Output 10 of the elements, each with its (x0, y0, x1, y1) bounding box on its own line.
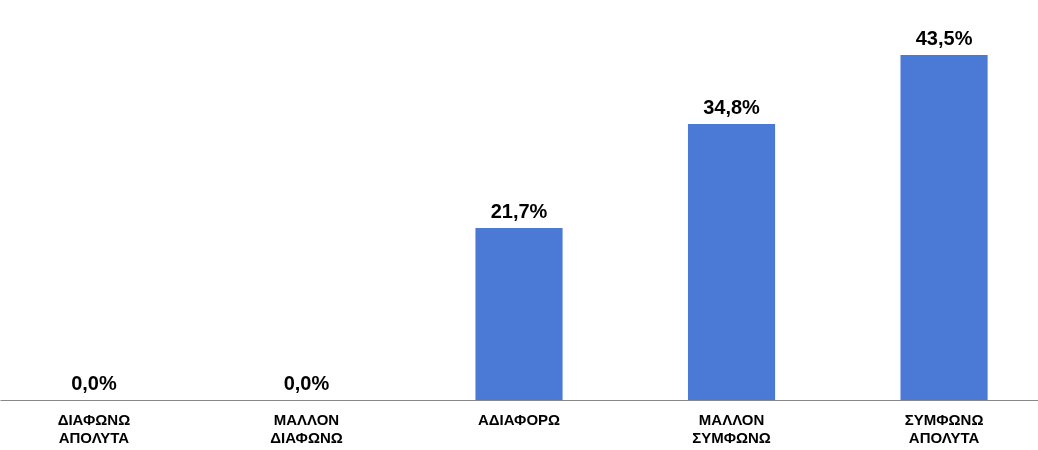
x-tick-label: ΜΑΛΛΟΝ ΔΙΑΦΩΝΩ (270, 410, 343, 446)
x-tick-label: ΣΥΜΦΩΝΩ ΑΠΟΛΥΤΑ (904, 410, 984, 446)
data-label: 0,0% (71, 372, 117, 394)
data-label: 34,8% (703, 96, 761, 118)
data-label: 0,0% (283, 372, 330, 394)
x-tick-label: ΑΔΙΑΦΟΡΩ (477, 410, 561, 428)
x-tick-label: ΔΙΑΦΩΝΩ ΑΠΟΛΥΤΑ (57, 410, 131, 446)
data-label: 43,5% (915, 27, 973, 49)
data-label: 21,7% (490, 199, 548, 222)
x-tick-label: ΜΑΛΛΟΝ ΣΥΜΦΩΝΩ (692, 410, 771, 446)
